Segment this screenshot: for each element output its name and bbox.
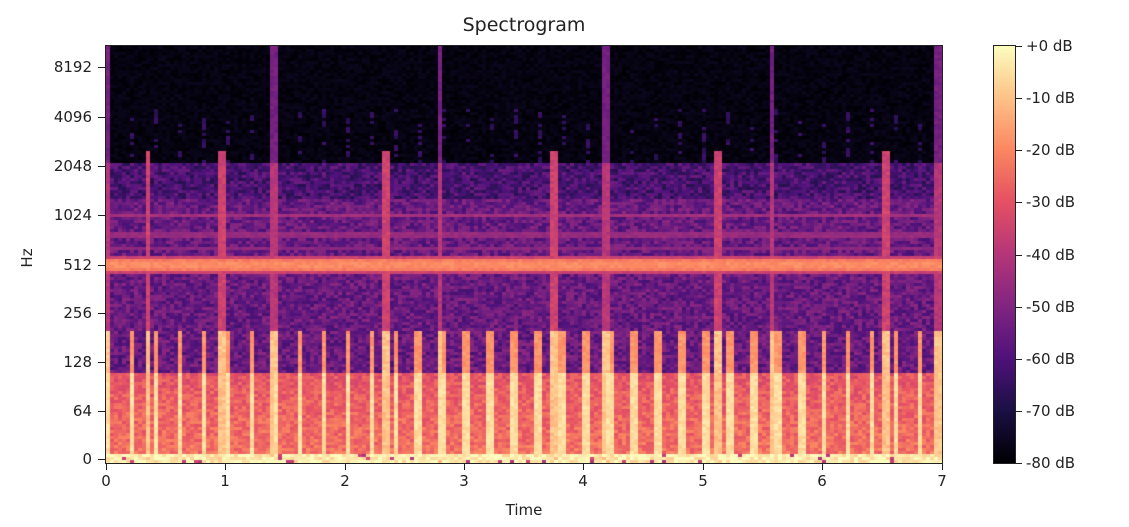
colorbar-tick-mark: [1015, 254, 1022, 256]
x-tick-mark: [345, 463, 346, 470]
y-axis-label: Hz: [18, 248, 36, 268]
spectrogram-plot-area: [106, 46, 942, 463]
y-tick-label: 4096: [53, 108, 92, 126]
y-tick-label: 1024: [53, 206, 92, 224]
x-tick-mark: [106, 463, 107, 470]
y-tick-mark: [98, 166, 106, 167]
y-tick-label: 2048: [53, 157, 92, 175]
colorbar-tick-mark: [1015, 358, 1022, 360]
y-tick-label: 512: [63, 256, 92, 274]
y-tick-mark: [98, 265, 106, 266]
y-tick-label: 8192: [53, 58, 92, 76]
x-tick-label: 2: [340, 472, 350, 490]
chart-title: Spectrogram: [462, 14, 586, 36]
x-tick-label: 1: [220, 472, 230, 490]
colorbar-tick-label: -70 dB: [1026, 401, 1076, 420]
x-tick-mark: [703, 463, 704, 470]
colorbar-tick-mark: [1015, 46, 1022, 47]
y-tick-mark: [98, 313, 106, 314]
y-tick-label: 64: [72, 402, 92, 420]
spectrogram-image: [106, 46, 942, 463]
x-tick-mark: [822, 463, 823, 470]
colorbar-tick-label: -40 dB: [1026, 245, 1076, 264]
x-tick-label: 4: [578, 472, 588, 490]
y-tick-label: 128: [63, 353, 92, 371]
x-tick-label: 3: [459, 472, 469, 490]
x-tick-label: 7: [937, 472, 947, 490]
x-tick-mark: [464, 463, 465, 470]
x-tick-mark: [225, 463, 226, 470]
colorbar-tick-label: +0 dB: [1026, 37, 1073, 55]
colorbar-tick-mark: [1015, 202, 1022, 204]
colorbar-tick-mark: [1015, 306, 1022, 308]
colorbar-tick-label: -50 dB: [1026, 297, 1076, 316]
y-tick-mark: [98, 459, 106, 460]
colorbar-tick-label: -10 dB: [1026, 89, 1076, 108]
y-tick-mark: [98, 215, 106, 216]
x-tick-label: 6: [817, 472, 827, 490]
y-tick-mark: [98, 117, 106, 118]
y-tick-mark: [98, 362, 106, 363]
colorbar-tick-label: -30 dB: [1026, 193, 1076, 212]
colorbar-tick-label: -20 dB: [1026, 141, 1076, 160]
colorbar-tick-label: -80 dB: [1026, 454, 1076, 472]
colorbar-tick-mark: [1015, 150, 1022, 152]
y-tick-label: 256: [63, 304, 92, 322]
colorbar: [994, 46, 1015, 463]
x-tick-label: 5: [698, 472, 708, 490]
y-tick-mark: [98, 67, 106, 68]
colorbar-tick-mark: [1015, 463, 1022, 464]
x-tick-mark: [583, 463, 584, 470]
colorbar-tick-mark: [1015, 98, 1022, 100]
x-axis-label: Time: [505, 501, 543, 519]
y-tick-label: 0: [82, 450, 92, 468]
colorbar-gradient: [994, 46, 1015, 463]
x-tick-mark: [942, 463, 943, 470]
x-tick-label: 0: [101, 472, 111, 490]
y-tick-mark: [98, 411, 106, 412]
colorbar-tick-mark: [1015, 410, 1022, 412]
colorbar-tick-label: -60 dB: [1026, 349, 1076, 368]
